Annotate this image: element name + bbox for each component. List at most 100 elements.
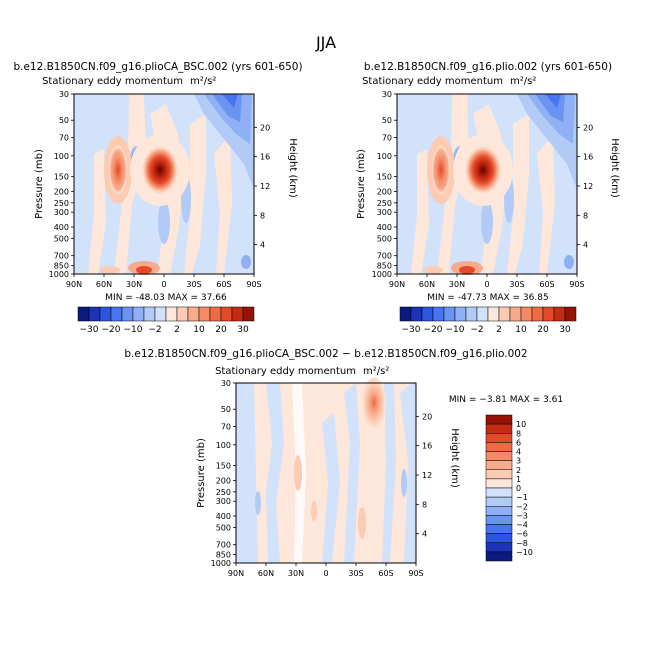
panel-2-colorbar-swatch [421,306,434,322]
panel-1-ytick-label: 500 [54,234,69,243]
panel-1-colorbar-swatch [242,306,255,322]
panel-1-colorbar-label: −10 [124,325,143,335]
panel-diff-colorbar-swatch [485,542,513,553]
panel-2-colorbar-label: −20 [424,325,443,335]
panel-1-colorbar-swatch [88,306,101,322]
panel-diff-y2label: Height (km) [449,428,460,488]
panel-1-colorbar-swatch [165,306,178,322]
panel-diff-colorbar-swatch [485,506,513,516]
panel-2-colorbar-label: −30 [402,325,421,335]
panel-2-colorbar-swatch [410,306,423,322]
panel-1-colorbar-swatch [154,306,167,322]
panel-1-y2tick-label: 4 [260,241,265,250]
panel-2-ytick-label: 200 [377,187,392,196]
panel-2-colorbar-swatch [465,306,478,322]
panel-1-colorbar-swatch [110,306,123,322]
panel-2-ytick-label: 30 [382,90,392,99]
panel-diff-xticks: 90N 60N 30N 0 30S 60S 90S [228,563,424,578]
panel-2-y2tick-label: 20 [583,123,593,132]
panel-diff-colorbar-swatch [485,423,513,434]
panel-diff-xtick-label: 30S [348,569,363,578]
panel-1-xtick-label: 0 [161,280,166,289]
panel-1-colorbar-swatch [77,306,90,322]
panel-1-y2tick-label: 20 [260,123,270,132]
panel-1-colorbar: −30 −20 −10 −2 2 10 20 30 [77,306,255,335]
panel-1-colorbar-swatch [198,306,211,322]
panel-1-colorbar-swatch [231,306,244,322]
panel-diff-y2tick-label: 4 [422,530,427,539]
panel-1-ytick-label: 850 [54,262,69,271]
panel-diff-ytick-label: 1000 [211,559,231,568]
panel-diff-colorbar-swatch [485,478,513,489]
panel-2: b.e12.B1850CN.f09_g16.plio.002 (yrs 601-… [356,61,620,335]
panel-1-ytick-label: 30 [59,90,69,99]
panel-1-ytick-label: 250 [54,199,69,208]
panel-diff-colorbar-label: −8 [516,539,528,548]
panel-1-ytick-label: 300 [54,208,69,217]
panel-2-colorbar-swatch [553,306,566,322]
panel-2-title: Stationary eddy momentum [362,76,503,87]
panel-2-xtick-label: 90S [569,280,584,289]
panel-1-units: m²/s² [190,76,216,87]
panel-diff-colorbar-swatch [485,433,513,443]
panel-diff-units: m²/s² [363,366,389,377]
panel-2-colorbar-swatch [399,306,412,322]
panel-1-y2tick-label: 12 [260,182,270,191]
panel-1-colorbar-label: −2 [148,325,161,335]
panel-2-y2label: Height (km) [609,138,620,198]
panel-2-y2ticks: 20 16 12 8 4 [577,123,593,250]
panel-1-ytick-label: 200 [54,187,69,196]
panel-2-stats: MIN = -47.73 MAX = 36.85 [427,293,548,303]
panel-2-ytick-label: 850 [377,262,392,271]
panel-1-colorbar-swatch [220,306,233,322]
panel-diff-colorbar-label: 2 [516,466,521,475]
panel-diff-colorbar-label: 1 [516,475,521,484]
panel-1-stats: MIN = -48.03 MAX = 37.66 [105,293,227,303]
panel-1-xtick-label: 90N [66,280,82,289]
panel-2-colorbar-label: 10 [515,325,527,335]
panel-2-y2tick-label: 16 [583,153,593,162]
panel-diff-colorbar-swatch [485,460,513,470]
panel-1-colorbar-swatch [143,306,156,322]
panel-1-ytick-label: 1000 [49,270,69,279]
panel-2-ytick-label: 70 [382,133,392,142]
panel-diff-colorbar-label: −1 [516,493,528,502]
panel-2-xtick-label: 60N [419,280,435,289]
panel-2-colorbar: −30 −20 −10 −2 2 10 20 30 [399,306,577,335]
panel-diff-colorbar-swatch [485,451,513,461]
panel-1-y2ticks: 20 16 12 8 4 [254,123,270,250]
panel-1-ytick-label: 100 [54,152,69,161]
panel-diff-ytick-label: 200 [216,476,231,485]
panel-2-colorbar-label: 30 [559,325,571,335]
panel-2-y2tick-label: 12 [583,182,593,191]
panel-diff-ytick-label: 500 [216,523,231,532]
panel-1-ytick-label: 700 [54,252,69,261]
panel-diff-y2tick-label: 8 [422,500,427,509]
panel-2-ytick-label: 700 [377,252,392,261]
panel-diff-ylabel: Pressure (mb) [196,438,207,508]
panel-diff-colorbar-swatch [485,414,513,425]
panel-diff-xtick-label: 90S [408,569,423,578]
panel-2-colorbar-label: 2 [496,325,502,335]
panel-2-xticks: 90N 60N 30N 0 30S 60S 90S [389,274,585,289]
panel-diff-colorbar-label: −6 [516,530,528,539]
panel-1-colorbar-label: 20 [215,325,227,335]
panel-1-colorbar-swatch [132,306,145,322]
panel-diff-colorbar-label: 4 [516,448,521,457]
panel-1-colorbar-label: −30 [80,325,99,335]
panel-diff-ytick-label: 850 [216,551,231,560]
panel-diff-ytick-label: 100 [216,441,231,450]
panel-diff-ytick-label: 300 [216,497,231,506]
panel-diff-title: Stationary eddy momentum [215,366,356,377]
panel-1-colorbar-label: 10 [193,325,205,335]
panel-diff: b.e12.B1850CN.f09_g16.plioCA_BSC.002 − b… [124,348,563,578]
panel-2-ytick-label: 250 [377,199,392,208]
panel-2-ytick-label: 500 [377,234,392,243]
panel-1-ylabel: Pressure (mb) [34,149,45,219]
panel-2-y2tick-label: 4 [583,241,588,250]
panel-2-colorbar-swatch [476,306,489,322]
panel-2-xtick-label: 0 [484,280,489,289]
panel-1-ytick-label: 70 [59,133,69,142]
